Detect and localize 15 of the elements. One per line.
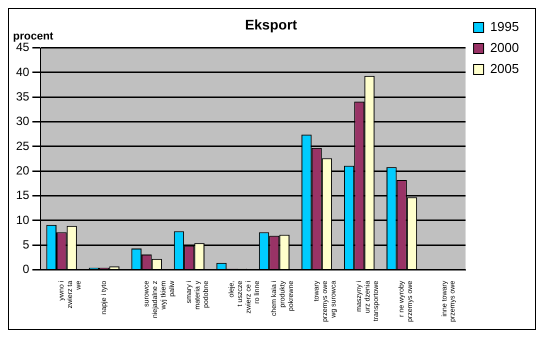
legend-label: 2005 [490,61,519,76]
y-tick-label: 25 [16,138,30,153]
y-tick-label: 20 [16,163,30,178]
y-tick-label: 5 [22,237,30,252]
legend-label: 2000 [490,40,519,56]
y-axis-title: procent [13,30,54,42]
y-tick-label: 35 [16,89,30,104]
legend-label: 1995 [490,19,519,34]
y-tick-label: 10 [16,212,30,227]
y-tick-label: 40 [16,64,30,79]
y-tick-label: 15 [16,188,30,202]
y-tick-label: 30 [16,114,30,128]
chart-title: Eksport [244,16,298,32]
y-tick-label: 0 [22,262,30,276]
y-tick-label: 45 [16,40,30,54]
